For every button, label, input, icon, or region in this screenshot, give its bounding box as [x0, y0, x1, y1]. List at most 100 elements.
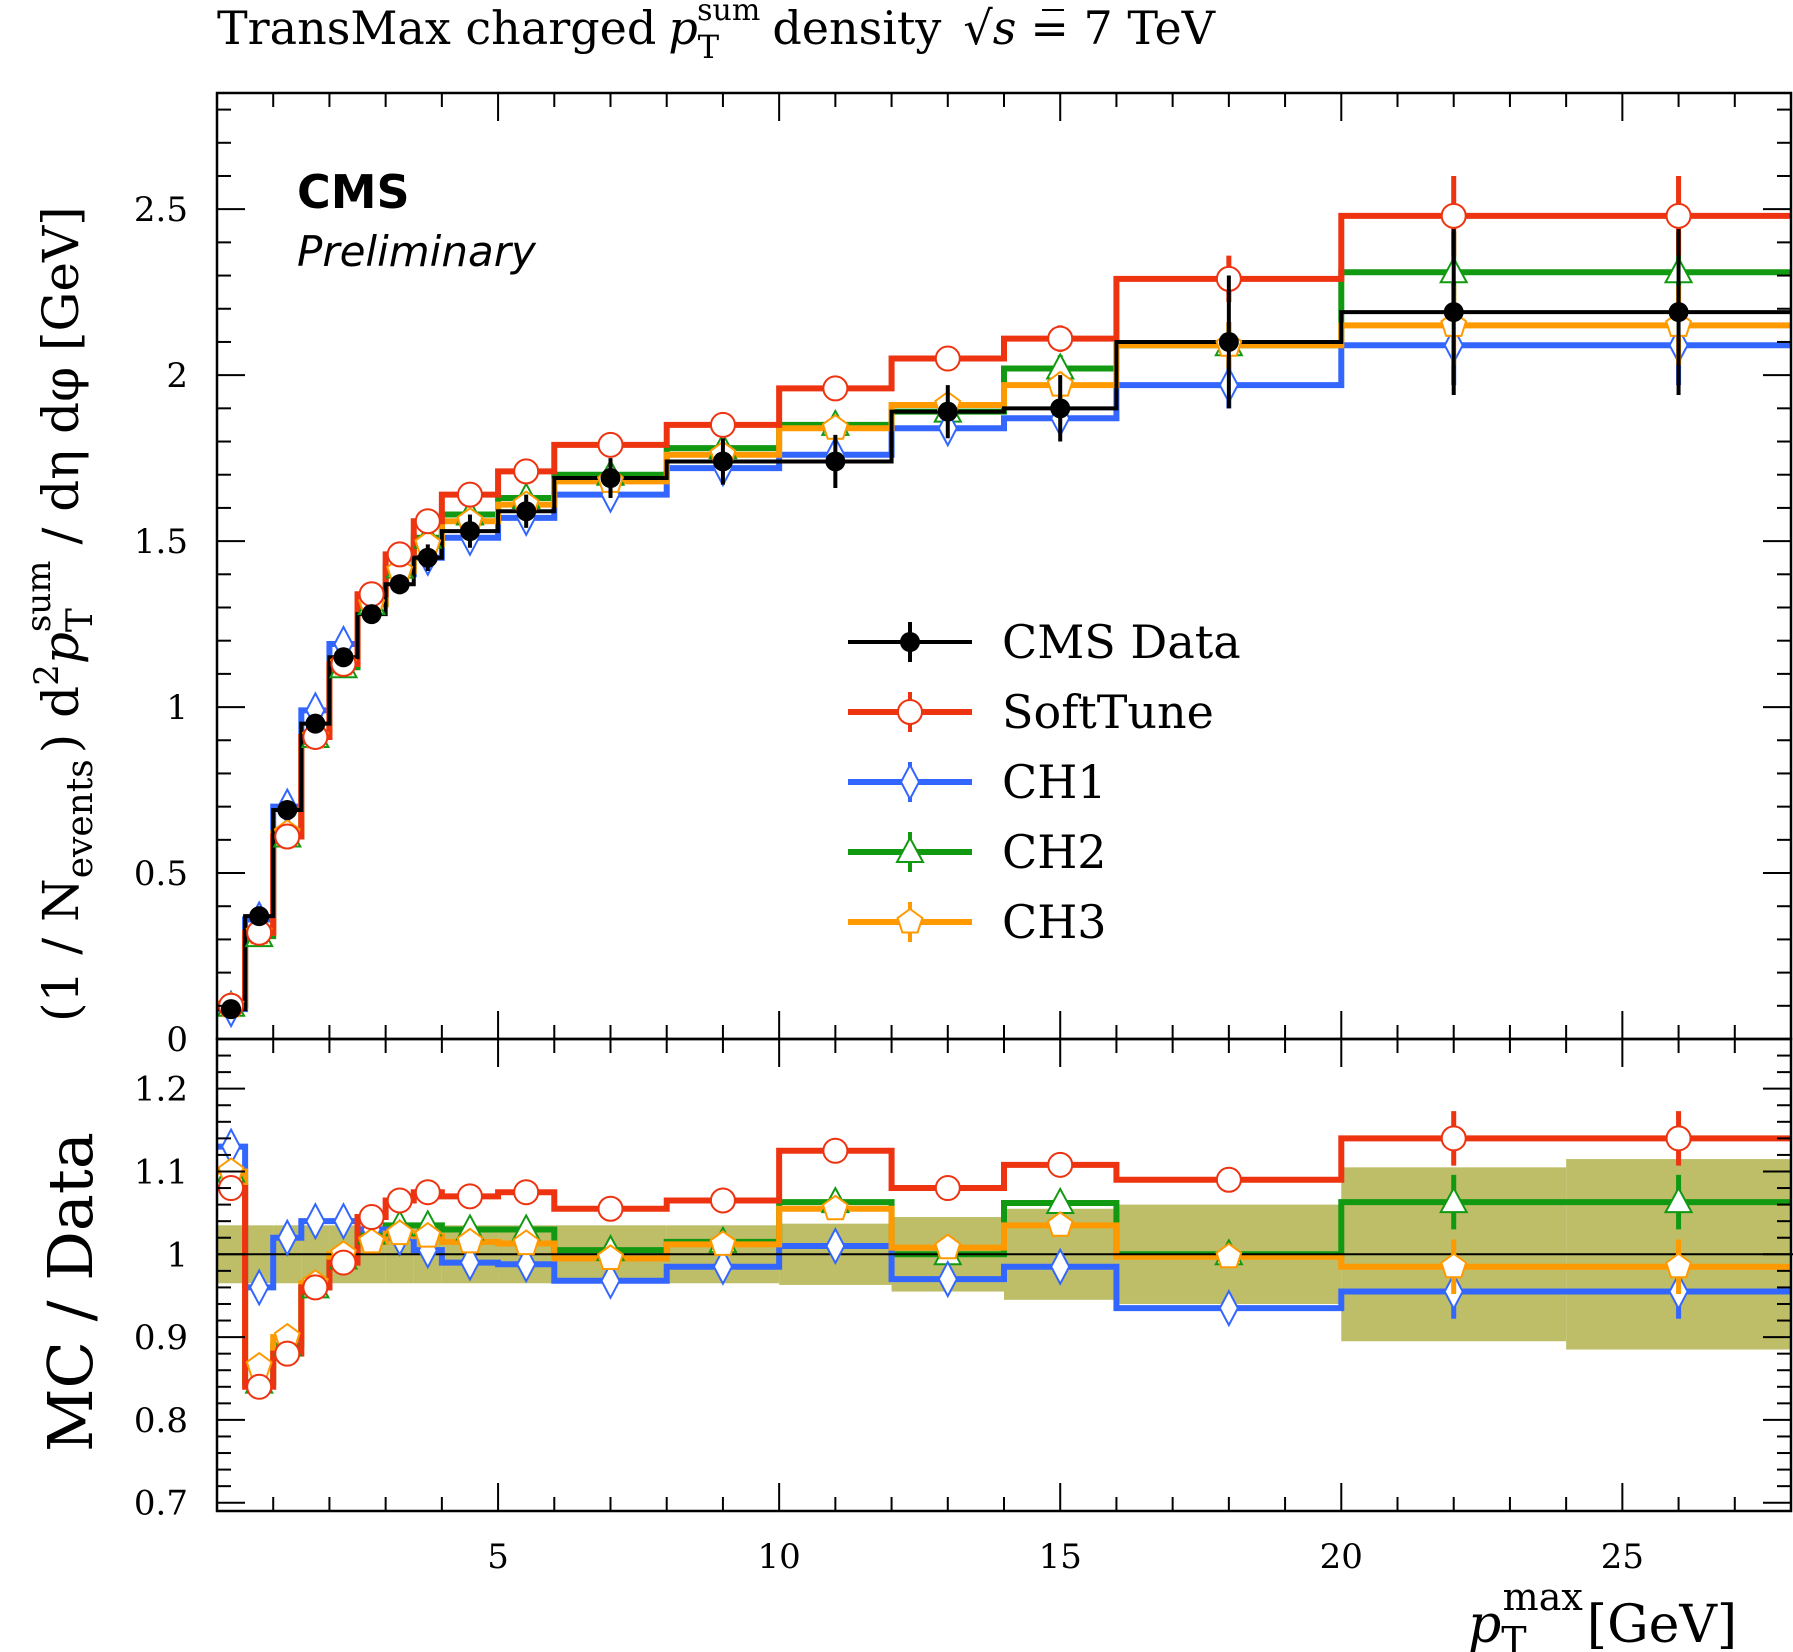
- legend-label: CH2: [1002, 825, 1107, 879]
- chart-title: TransMax charged pTsum density √s = 7 TeV: [217, 0, 1216, 66]
- ratio-marker-softtune: [1440, 1125, 1467, 1152]
- legend-marker: [896, 907, 924, 934]
- data-point: [1050, 398, 1071, 419]
- ratio-marker-softtune: [597, 1195, 624, 1222]
- ratio-marker-ch3: [1665, 1252, 1693, 1279]
- ratio-marker-ch3: [1440, 1252, 1468, 1279]
- ratio-marker-ch3: [456, 1227, 484, 1254]
- legend-marker: [899, 762, 921, 802]
- ratio-marker-ch1: [459, 1243, 481, 1282]
- series-line-softtune: [217, 212, 1791, 1009]
- marker-softtune: [358, 581, 385, 608]
- marker-softtune: [709, 411, 736, 438]
- main-plot-markers: [216, 175, 1694, 1029]
- marker-softtune: [456, 481, 483, 508]
- ratio-marker-ch1: [277, 1218, 298, 1257]
- data-point: [1443, 302, 1464, 323]
- ratio-marker-softtune: [456, 1183, 483, 1210]
- ratio-marker-ch1: [600, 1261, 621, 1300]
- ratio-marker-ch3: [512, 1229, 540, 1256]
- legend-label: SoftTune: [1002, 685, 1214, 739]
- ratio-marker-softtune: [1215, 1166, 1242, 1193]
- y-tick-label-main: 2: [166, 356, 188, 396]
- data-point: [249, 906, 270, 927]
- y-tick-label-ratio: 0.8: [134, 1401, 188, 1441]
- legend-entry-ch1: CH1: [848, 755, 1107, 809]
- marker-softtune: [597, 431, 624, 458]
- y-tick-label-main: 0: [166, 1020, 188, 1060]
- data-point: [937, 401, 958, 422]
- x-tick-label: 10: [758, 1537, 801, 1577]
- ratio-marker-softtune: [386, 1187, 413, 1214]
- ratio-marker-ch3: [934, 1233, 962, 1260]
- legend-entry-ch3: CH3: [848, 895, 1107, 949]
- ratio-marker-ch1: [249, 1268, 270, 1307]
- legend-label: CH1: [1002, 755, 1107, 809]
- ratio-marker-ch1: [305, 1202, 326, 1241]
- data-point: [1218, 331, 1239, 352]
- ratio-marker-ch1: [712, 1247, 734, 1286]
- axis-ticks: [216, 93, 1792, 1511]
- ratio-marker-ch1: [333, 1202, 354, 1241]
- ratio-marker-ch2: [1439, 1186, 1469, 1214]
- data-point: [516, 501, 537, 522]
- ratio-marker-ch3: [1046, 1211, 1074, 1237]
- legend: CMS Data SoftTune CH1 CH2 CH3: [848, 615, 1241, 949]
- legend-marker: [897, 699, 923, 725]
- ratio-marker-ch1: [1218, 1288, 1239, 1328]
- x-tick-label: 25: [1601, 1537, 1644, 1577]
- y-tick-label-main: 0.5: [134, 854, 188, 894]
- ratio-marker-ch3: [358, 1227, 386, 1254]
- legend-label: CH3: [1002, 895, 1107, 949]
- data-point: [1668, 302, 1689, 323]
- ratio-marker-softtune: [709, 1187, 736, 1214]
- ratio-marker-softtune: [274, 1340, 301, 1367]
- data-point: [825, 451, 846, 472]
- marker-softtune: [1440, 202, 1467, 229]
- ratio-marker-softtune: [358, 1204, 385, 1231]
- y-tick-label-ratio: 0.9: [134, 1318, 188, 1358]
- y-tick-label-main: 1: [166, 688, 188, 728]
- marker-softtune: [1665, 202, 1692, 229]
- data-point: [221, 999, 242, 1020]
- ratio-marker-softtune: [934, 1175, 961, 1202]
- legend-entry-cms-data: CMS Data: [848, 615, 1241, 669]
- ratio-marker-ch3: [245, 1351, 273, 1378]
- ratio-marker-softtune: [330, 1249, 357, 1276]
- ratio-marker-softtune: [246, 1373, 273, 1400]
- y-tick-label-ratio: 1.2: [134, 1070, 188, 1110]
- legend-entry-softtune: SoftTune: [848, 685, 1214, 739]
- data-point: [361, 604, 382, 625]
- ratio-marker-ch3: [386, 1219, 414, 1246]
- ratio-line-softtune: [217, 1135, 1791, 1390]
- y-axis-label-ratio: MC / Data: [34, 1132, 107, 1452]
- ratio-marker-softtune: [513, 1179, 540, 1206]
- legend-marker: [895, 835, 925, 863]
- y-tick-label-main: 2.5: [134, 190, 188, 230]
- legend-entry-ch2: CH2: [848, 825, 1107, 879]
- tick-labels: 5 10 15 20 25 0 0.5 1 1.5 2 2.5 0.7 0.8 0.9 1 1.1 1.2: [134, 190, 1644, 1577]
- marker-softtune: [934, 345, 961, 372]
- marker-softtune: [1047, 325, 1074, 352]
- ratio-marker-softtune: [1047, 1151, 1074, 1178]
- ratio-marker-ch3: [596, 1244, 625, 1270]
- x-tick-label: 5: [487, 1537, 509, 1577]
- ratio-marker-ch2: [1663, 1186, 1694, 1214]
- ratio-marker-softtune: [1665, 1125, 1692, 1152]
- ratio-marker-ch3: [709, 1230, 737, 1256]
- marker-softtune: [822, 375, 849, 402]
- ratio-marker-ch1: [1050, 1247, 1071, 1286]
- data-point: [459, 521, 480, 542]
- data-point: [389, 574, 410, 595]
- main-plot-lines: [217, 212, 1791, 1013]
- ratio-marker-softtune: [302, 1274, 329, 1301]
- data-point: [417, 547, 438, 568]
- preliminary-label: Preliminary: [297, 227, 537, 276]
- ratio-marker-ch1: [516, 1245, 537, 1284]
- data-point: [333, 647, 354, 668]
- y-axis-label-main: (1 / Nevents) d2pTsum/ dη dφ [GeV]: [19, 206, 101, 1022]
- marker-softtune: [513, 458, 540, 485]
- y-tick-label-ratio: 1: [166, 1235, 188, 1275]
- x-tick-label: 15: [1039, 1537, 1082, 1577]
